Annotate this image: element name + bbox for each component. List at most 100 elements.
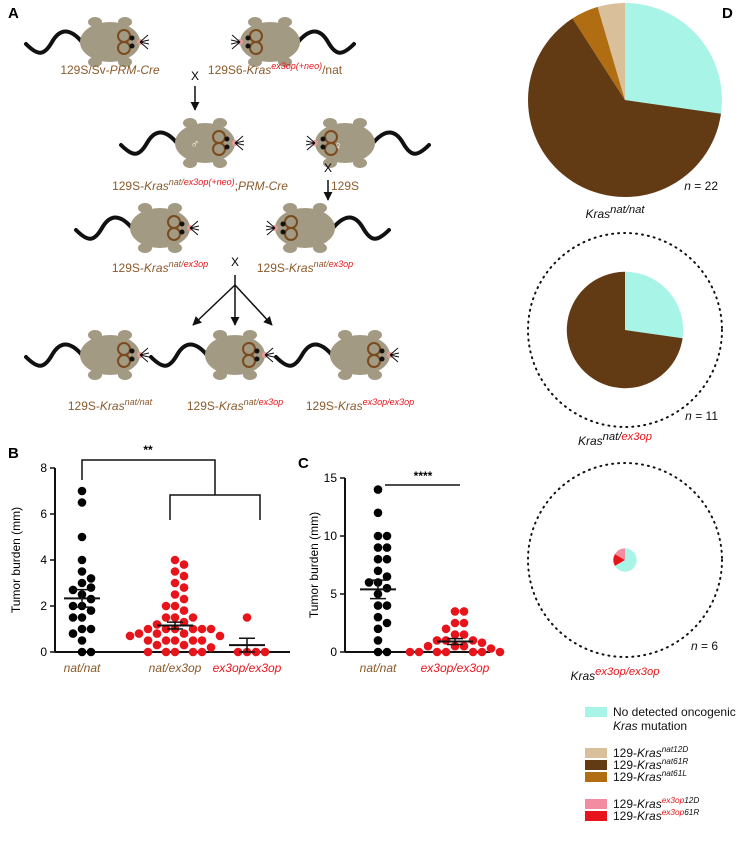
y-tick-label: 5 xyxy=(330,587,337,601)
data-point xyxy=(382,618,392,628)
y-tick-label: 0 xyxy=(40,645,47,659)
data-point xyxy=(197,636,207,645)
x-tick-label: nat/ex3op xyxy=(149,661,202,675)
data-point xyxy=(459,641,469,651)
pie-slice xyxy=(614,548,637,572)
n-label: n = 6 xyxy=(691,639,718,653)
legend-swatch xyxy=(585,772,607,782)
data-point xyxy=(206,624,216,634)
data-point xyxy=(468,647,478,657)
data-point xyxy=(68,601,78,611)
mouse-label: 129S-Krasnat/ex3op xyxy=(187,397,283,413)
data-point xyxy=(373,543,383,552)
pie-label: Krasnat/ex3op xyxy=(578,431,652,448)
error-bar xyxy=(239,637,255,653)
data-point xyxy=(161,613,171,622)
data-point xyxy=(423,641,433,651)
data-point xyxy=(125,631,135,641)
y-tick-label: 4 xyxy=(40,553,47,567)
mouse-label-part: PRM-Cre xyxy=(238,179,288,193)
mouse-label: 129S-Krasex3op/ex3op xyxy=(306,397,414,413)
pie-slice xyxy=(614,548,625,560)
legend-label-part: 61R xyxy=(684,808,699,817)
x-tick-label: nat/nat xyxy=(360,661,397,675)
n-label: n = 22 xyxy=(684,179,718,193)
legend-swatch xyxy=(585,707,607,717)
data-point xyxy=(373,485,383,494)
data-point xyxy=(414,647,424,657)
panel-label: D xyxy=(722,5,733,22)
data-point xyxy=(86,574,96,583)
mouse-label-part: 129S- xyxy=(68,399,100,413)
data-point xyxy=(179,629,189,638)
mouse-label-part: nat/ xyxy=(314,259,331,269)
significance: ** xyxy=(143,443,153,457)
legend-label-part: Kras xyxy=(637,797,662,811)
mouse-label-part: 129S- xyxy=(257,261,289,275)
legend-label-part: 129- xyxy=(613,809,637,823)
data-point xyxy=(373,531,383,541)
data-point xyxy=(77,555,87,565)
n-label: n = 11 xyxy=(685,409,718,423)
mouse-label-part: nat/nat xyxy=(125,397,153,407)
data-point xyxy=(450,618,460,628)
pie-label: Krasex3op/ex3op xyxy=(570,666,659,683)
mouse-label-part: 129S6- xyxy=(208,63,247,77)
n-label-part: n xyxy=(685,409,692,423)
mouse-label-part: Kras xyxy=(219,399,244,413)
mouse-label-part: 129S- xyxy=(112,179,144,193)
legend-swatch xyxy=(585,760,607,770)
data-point xyxy=(152,620,162,629)
data-point xyxy=(382,583,392,593)
legend-label-part: ex3op xyxy=(662,796,685,805)
pie-label: Krasnat/nat xyxy=(585,204,645,221)
data-point xyxy=(373,624,383,634)
legend-label-part: ex3op xyxy=(662,808,685,817)
data-point xyxy=(77,498,87,507)
error-bar xyxy=(74,588,90,608)
data-point xyxy=(161,636,171,645)
mouse-label: 129S-Krasnat/ex3op(+neo);PRM-Cre xyxy=(112,177,288,193)
legend-label-part: 129- xyxy=(613,797,637,811)
data-point xyxy=(373,508,383,518)
panel-label: B xyxy=(8,445,19,462)
data-point xyxy=(459,618,469,628)
data-point xyxy=(373,636,383,645)
data-point xyxy=(161,601,171,611)
mouse xyxy=(264,201,391,255)
data-point xyxy=(450,607,460,616)
data-point xyxy=(373,612,383,622)
data-point xyxy=(450,630,460,639)
data-point xyxy=(459,607,469,616)
cross: X xyxy=(324,161,332,175)
mouse-label-part: ex3op(+neo) xyxy=(184,177,235,187)
y-tick-label: 6 xyxy=(40,507,47,521)
pie-label-part: Kras xyxy=(570,669,595,683)
pie-label-part: Kras xyxy=(585,207,610,221)
pie-label-part: ex3op/ex3op xyxy=(595,666,659,678)
data-point xyxy=(77,486,87,496)
mouse-label-part: 129S xyxy=(331,179,359,193)
mouse xyxy=(274,328,401,382)
cross: X xyxy=(191,69,199,83)
data-point xyxy=(188,647,198,657)
data-point xyxy=(197,624,207,634)
arrows xyxy=(190,86,333,326)
legend-label: 129-Krasex3op61R xyxy=(613,808,699,823)
y-axis-label: Tumor burden (mm) xyxy=(9,507,23,613)
mouse-label-part: ex3op xyxy=(259,397,284,407)
data-point xyxy=(382,601,392,610)
mouse-label-part: ex3op xyxy=(184,259,209,269)
mouse-label-part: 129S- xyxy=(112,261,144,275)
data-point xyxy=(77,532,87,542)
data-point xyxy=(143,647,153,657)
mouse-label-part: ex3op/ex3op xyxy=(363,397,415,407)
mouse-label-part: Kras xyxy=(289,261,314,275)
data-point xyxy=(170,578,180,588)
mouse xyxy=(24,328,151,382)
pie-slice xyxy=(572,6,625,100)
n-label-part: = 22 xyxy=(691,179,718,193)
data-point xyxy=(170,647,180,657)
legend-swatch xyxy=(585,748,607,758)
legend-label: 129-Krasnat12D xyxy=(613,745,688,760)
